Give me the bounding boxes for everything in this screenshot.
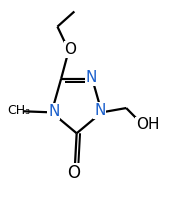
Text: N: N <box>94 103 106 118</box>
Text: O: O <box>67 164 80 182</box>
Text: N: N <box>48 104 60 119</box>
Text: N: N <box>86 70 97 85</box>
Text: O: O <box>65 42 77 57</box>
Text: OH: OH <box>136 117 159 132</box>
Text: CH₃: CH₃ <box>7 104 30 117</box>
